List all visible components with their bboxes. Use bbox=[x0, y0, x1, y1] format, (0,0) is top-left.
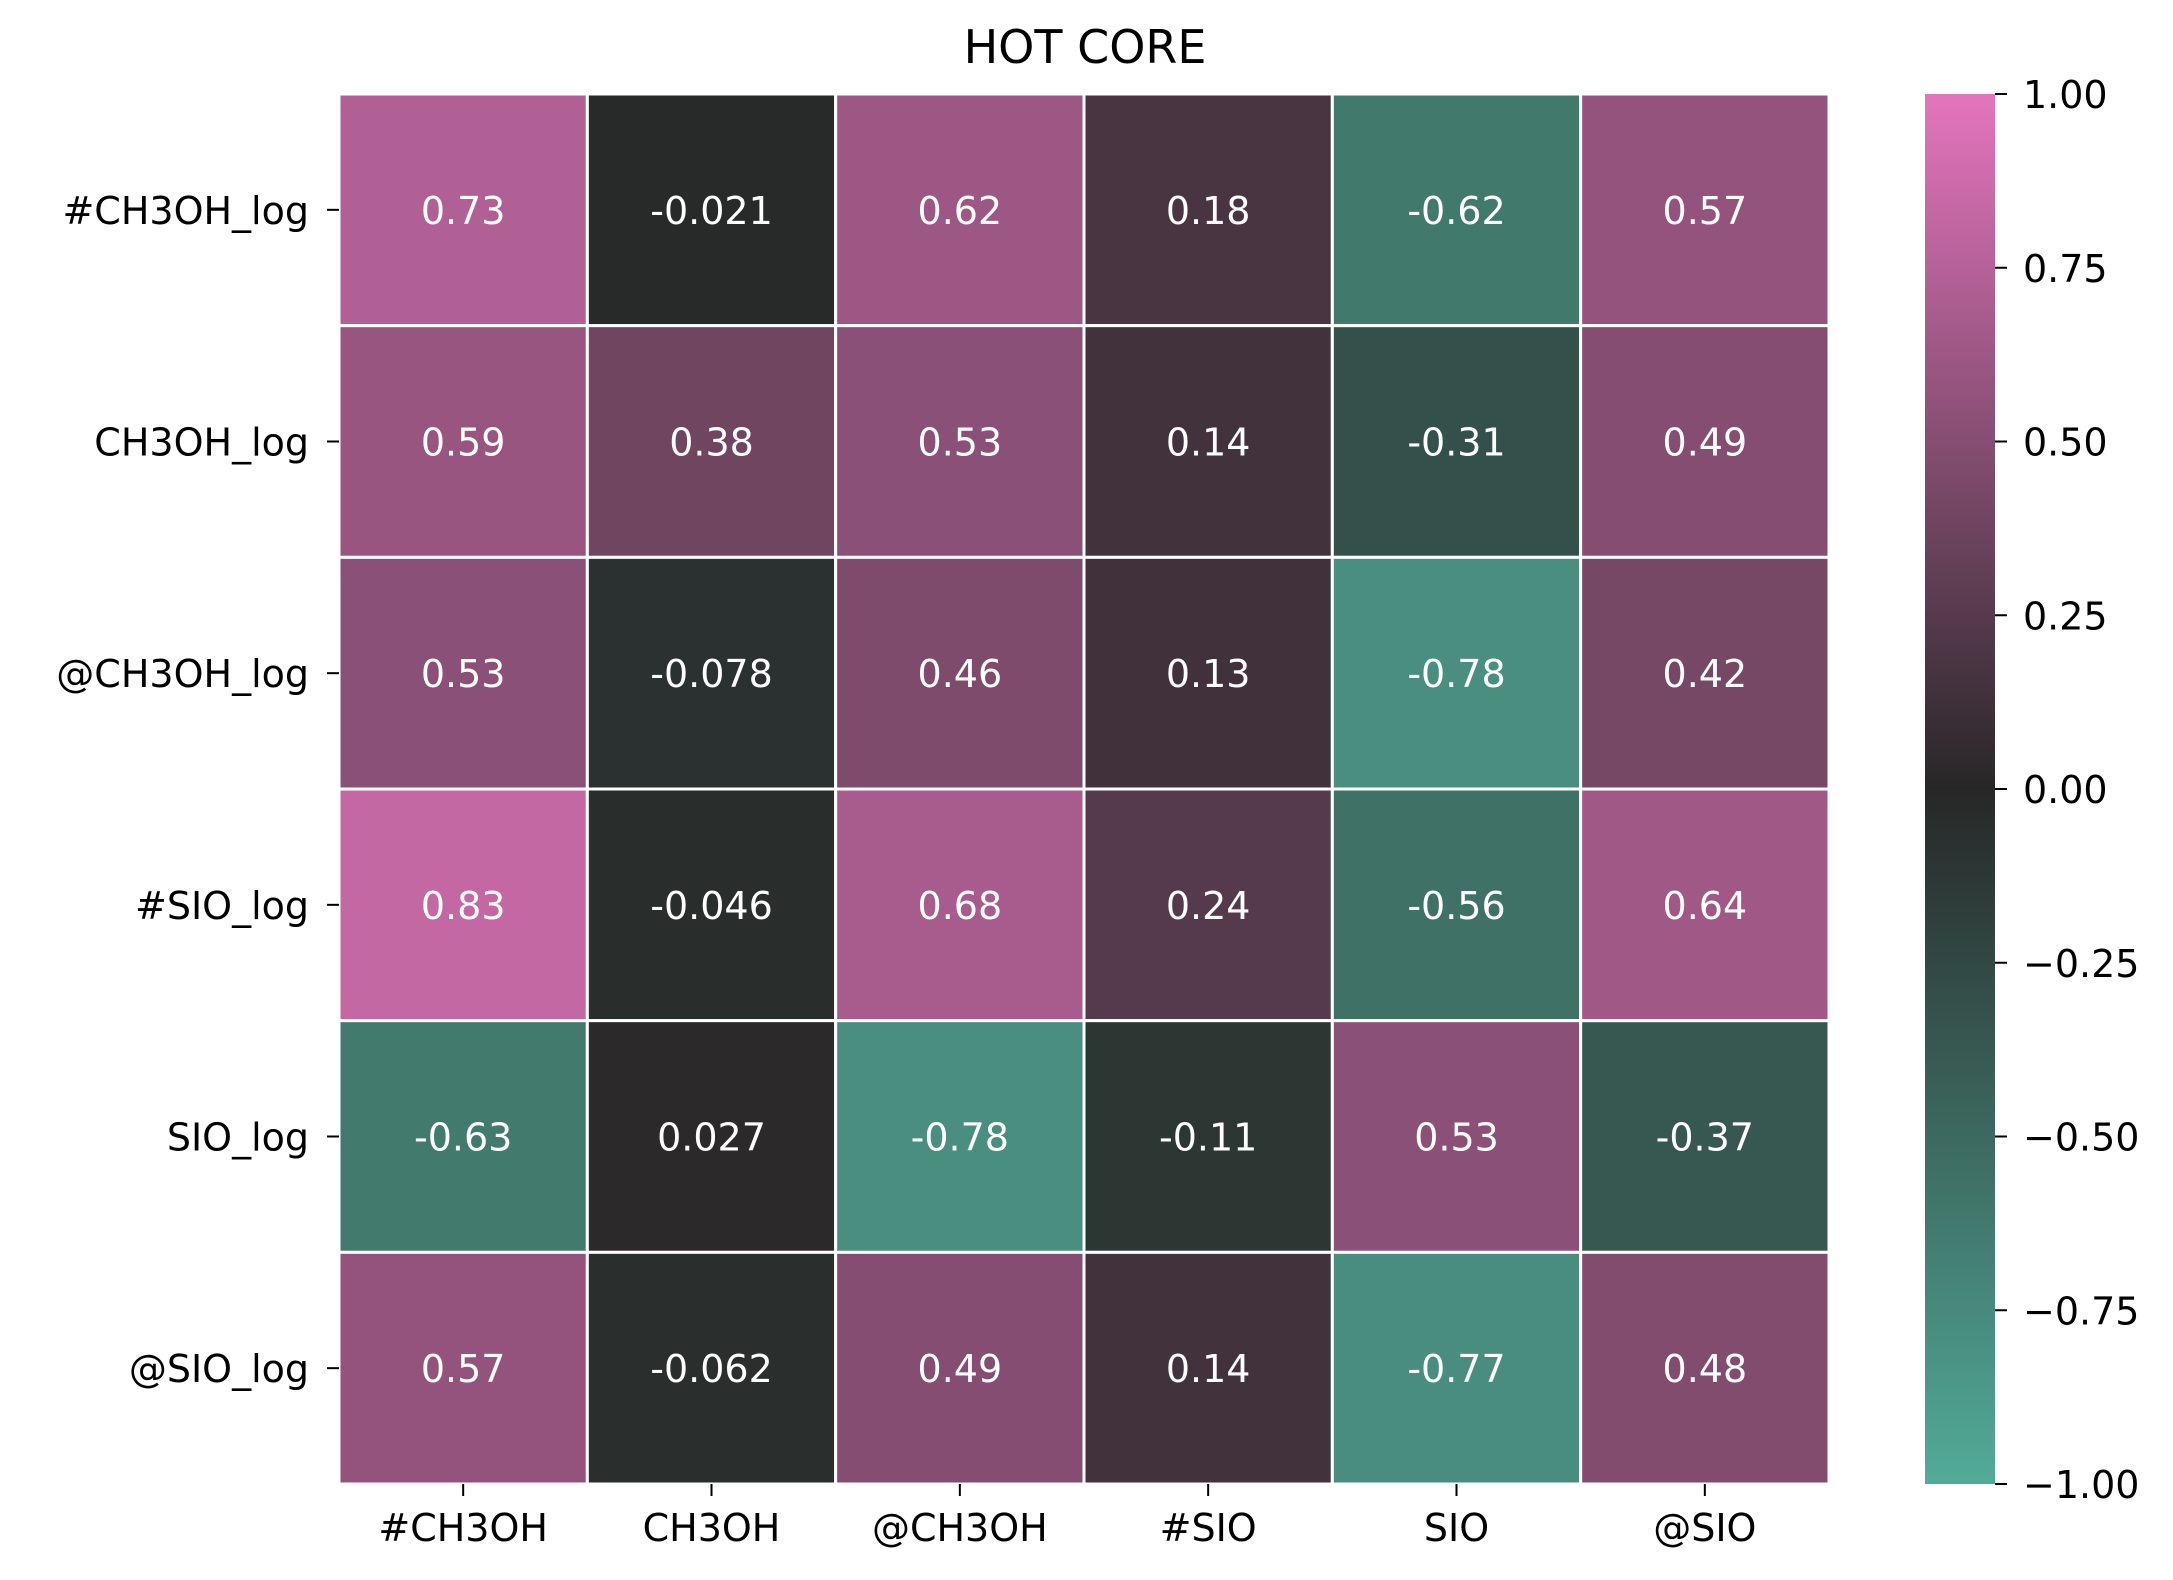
chart-title: HOT CORE bbox=[964, 20, 1207, 74]
heatmap-cells: 0.73 -0.021 0.62 0.18 -0.62 0.57 0.59 0.38 0.53 0… bbox=[337, 92, 1831, 1486]
colorbar-tick-label: −0.75 bbox=[2023, 1289, 2139, 1333]
heatmap-cell bbox=[337, 555, 589, 791]
cell-value-label: 0.14 bbox=[1166, 421, 1251, 465]
heatmap-cell bbox=[834, 92, 1086, 328]
colorbar-tick-label: −0.50 bbox=[2023, 1116, 2139, 1160]
cell-value-label: 0.59 bbox=[421, 421, 506, 465]
colorbar: 1.00 0.75 0.50 0.25 0.00 −0.25 −0.50 −0.75 −1.00 bbox=[1925, 73, 2139, 1507]
cell-value-label: -0.63 bbox=[414, 1116, 512, 1160]
cell-value-label: 0.83 bbox=[421, 884, 506, 928]
cell-value-label: 0.53 bbox=[918, 421, 1003, 465]
heatmap-cell bbox=[1330, 555, 1583, 791]
heatmap-cell bbox=[834, 787, 1086, 1023]
cell-value-label: 0.14 bbox=[1166, 1347, 1251, 1391]
heatmap-cell bbox=[337, 787, 589, 1023]
heatmap-cell bbox=[1082, 92, 1334, 328]
y-tick-label: @CH3OH_log bbox=[56, 652, 309, 696]
x-tick-label: SIO bbox=[1424, 1506, 1489, 1550]
cell-value-label: -0.62 bbox=[1407, 189, 1505, 233]
cell-value-label: -0.062 bbox=[650, 1347, 773, 1391]
cell-value-label: -0.78 bbox=[911, 1116, 1009, 1160]
cell-value-label: 0.42 bbox=[1663, 652, 1748, 696]
cell-value-label: 0.68 bbox=[918, 884, 1003, 928]
x-tick-label: @CH3OH bbox=[872, 1506, 1048, 1550]
colorbar-tick-label: 0.00 bbox=[2023, 768, 2108, 812]
cell-value-label: 0.49 bbox=[918, 1347, 1003, 1391]
x-tick-label: #SIO bbox=[1160, 1506, 1257, 1550]
cell-value-label: 0.49 bbox=[1663, 421, 1748, 465]
heatmap-cell bbox=[585, 92, 838, 328]
y-tick-label: SIO_log bbox=[167, 1116, 309, 1160]
heatmap-cell bbox=[1330, 1019, 1583, 1254]
cell-value-label: 0.57 bbox=[1663, 189, 1748, 233]
cell-value-label: 0.027 bbox=[657, 1116, 766, 1160]
colorbar-tick-label: −0.25 bbox=[2023, 942, 2139, 986]
colorbar-tick-label: 0.75 bbox=[2023, 247, 2108, 291]
cell-value-label: -0.046 bbox=[650, 884, 773, 928]
heatmap-cell bbox=[1330, 92, 1583, 328]
y-tick-label: #SIO_log bbox=[135, 884, 309, 928]
cell-value-label: 0.57 bbox=[421, 1347, 506, 1391]
cell-value-label: 0.53 bbox=[421, 652, 506, 696]
heatmap-cell bbox=[1082, 555, 1334, 791]
cell-value-label: 0.64 bbox=[1663, 884, 1748, 928]
colorbar-tick-label: 0.25 bbox=[2023, 594, 2108, 638]
cell-value-label: 0.24 bbox=[1166, 884, 1251, 928]
colorbar-tick-label: 0.50 bbox=[2023, 421, 2108, 465]
cell-value-label: 0.73 bbox=[421, 189, 506, 233]
cell-value-label: -0.78 bbox=[1407, 652, 1505, 696]
heatmap-cell bbox=[1330, 1250, 1583, 1486]
heatmap-cell bbox=[1579, 787, 1831, 1023]
x-tick-label: CH3OH bbox=[643, 1506, 781, 1550]
colorbar-tick-label: −1.00 bbox=[2023, 1463, 2139, 1507]
cell-value-label: -0.021 bbox=[650, 189, 773, 233]
cell-value-label: -0.078 bbox=[650, 652, 773, 696]
cell-value-label: -0.37 bbox=[1656, 1116, 1754, 1160]
colorbar-tick-label: 1.00 bbox=[2023, 73, 2108, 117]
heatmap-cell bbox=[585, 787, 838, 1023]
heatmap-cell bbox=[1579, 1019, 1831, 1254]
heatmap-cell bbox=[585, 324, 838, 559]
heatmap-cell bbox=[1082, 1019, 1334, 1254]
heatmap-cell bbox=[585, 555, 838, 791]
heatmap-cell bbox=[1579, 555, 1831, 791]
heatmap-cell bbox=[1579, 1250, 1831, 1486]
heatmap-cell bbox=[337, 1019, 589, 1254]
cell-value-label: 0.62 bbox=[918, 189, 1003, 233]
cell-value-label: -0.77 bbox=[1407, 1347, 1505, 1391]
cell-value-label: 0.46 bbox=[918, 652, 1003, 696]
cell-value-label: -0.56 bbox=[1407, 884, 1505, 928]
heatmap-cell bbox=[337, 92, 589, 328]
y-tick-label: #CH3OH_log bbox=[62, 189, 309, 233]
heatmap-cell bbox=[1082, 787, 1334, 1023]
cell-value-label: 0.18 bbox=[1166, 189, 1251, 233]
heatmap-cell bbox=[1579, 92, 1831, 328]
x-tick-label: #CH3OH bbox=[378, 1506, 548, 1550]
cell-value-label: -0.31 bbox=[1407, 421, 1505, 465]
cell-value-label: 0.13 bbox=[1166, 652, 1251, 696]
heatmap-cell bbox=[1330, 787, 1583, 1023]
cell-value-label: 0.53 bbox=[1414, 1116, 1499, 1160]
x-axis: #CH3OH CH3OH @CH3OH #SIO SIO @SIO bbox=[378, 1484, 1756, 1550]
y-tick-label: CH3OH_log bbox=[94, 421, 309, 465]
colorbar-gradient bbox=[1925, 94, 1995, 1484]
heatmap-cell bbox=[834, 1019, 1086, 1254]
heatmap-cell bbox=[1579, 324, 1831, 559]
y-tick-label: @SIO_log bbox=[129, 1347, 309, 1391]
x-tick-label: @SIO bbox=[1653, 1506, 1756, 1550]
y-axis: #CH3OH_log CH3OH_log @CH3OH_log #SIO_log SIO… bbox=[56, 189, 339, 1391]
cell-value-label: 0.38 bbox=[669, 421, 754, 465]
heatmap-cell bbox=[1082, 324, 1334, 559]
heatmap-cell bbox=[337, 1250, 589, 1486]
cell-value-label: -0.11 bbox=[1159, 1116, 1257, 1160]
cell-value-label: 0.48 bbox=[1663, 1347, 1748, 1391]
